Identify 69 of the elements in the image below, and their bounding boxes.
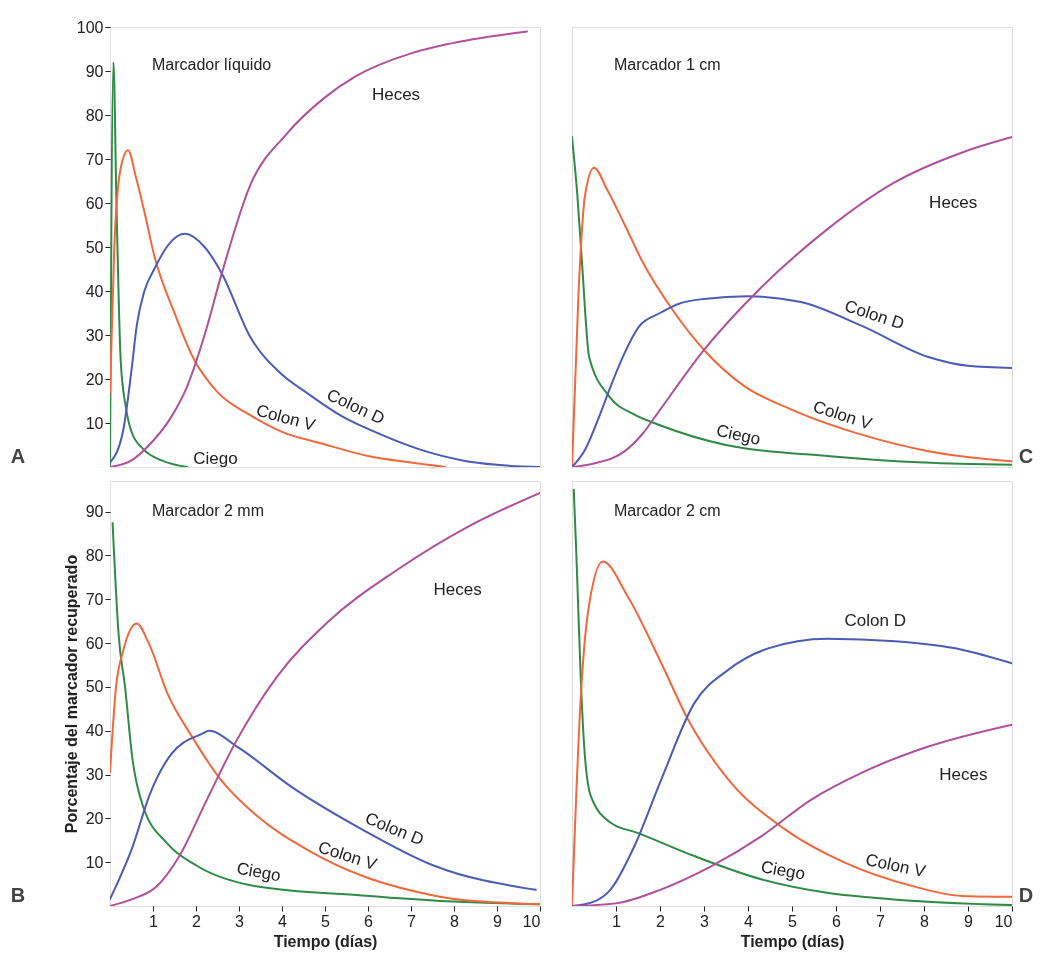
x-tick-label: 2 xyxy=(656,912,666,930)
y-tick-label: 90 xyxy=(85,503,104,521)
x-tick-label: 2 xyxy=(192,912,202,930)
x-tick-label: 7 xyxy=(876,912,886,930)
text: Colon V xyxy=(863,849,928,882)
text: Marcador 2 cm xyxy=(614,502,721,519)
x-axis-title: Tiempo (días) xyxy=(740,932,845,950)
series-label: Colon D xyxy=(844,610,906,630)
line-series xyxy=(110,232,540,467)
x-tick-label: 4 xyxy=(744,912,754,930)
y-tick-label: 30 xyxy=(85,326,104,344)
text: Colon D xyxy=(842,296,907,334)
text: Ciego xyxy=(714,420,763,449)
y-tick-label: 20 xyxy=(85,370,104,388)
y-tick-label: 100 xyxy=(76,18,104,36)
y-tick-label: 50 xyxy=(85,678,104,696)
text: Marcador líquido xyxy=(152,56,272,73)
y-tick-label: 10 xyxy=(85,414,104,432)
y-tick-label: 70 xyxy=(85,150,104,168)
y-tick-label: 40 xyxy=(85,722,104,740)
y-tick-label: 50 xyxy=(85,238,104,256)
x-tick-label: 8 xyxy=(450,912,460,930)
y-tick-label: 80 xyxy=(85,106,104,124)
y-tick-label: 70 xyxy=(85,590,104,608)
line-series xyxy=(110,622,540,906)
series-label: Heces xyxy=(371,85,421,105)
series-label: Heces xyxy=(433,579,482,599)
x-tick-label: 3 xyxy=(235,912,245,930)
series-label: Heces xyxy=(929,193,978,213)
text: Marcador 2 mm xyxy=(152,502,265,519)
y-tick-label: 60 xyxy=(85,634,104,652)
x-tick-label: 3 xyxy=(700,912,710,930)
y-tick-label: 40 xyxy=(85,282,104,300)
x-tick-label: 1 xyxy=(149,912,159,930)
x-tick-label: 6 xyxy=(364,912,374,930)
x-tick-label: 5 xyxy=(321,912,331,930)
text: Colon V xyxy=(810,396,875,434)
y-tick-label: 20 xyxy=(85,809,104,827)
x-tick-label: 9 xyxy=(964,912,974,930)
y-tick-label: 60 xyxy=(85,194,104,212)
x-tick-label: 8 xyxy=(920,912,930,930)
y-tick-label: 90 xyxy=(85,62,104,80)
line-series xyxy=(110,30,529,467)
text: Colon V xyxy=(254,400,319,435)
text: D xyxy=(1018,884,1034,906)
x-tick-label: 10 xyxy=(522,912,541,930)
line-series xyxy=(110,149,447,467)
series-label: Heces xyxy=(939,764,988,784)
text: A xyxy=(10,445,26,467)
x-tick-label: 7 xyxy=(407,912,417,930)
y-tick-label: 30 xyxy=(85,766,104,784)
series-label: Ciego xyxy=(193,449,238,468)
x-tick-label: 9 xyxy=(493,912,503,930)
x-tick-label: 6 xyxy=(832,912,842,930)
text: Marcador 1 cm xyxy=(614,56,721,73)
text: Colon D xyxy=(323,385,388,429)
x-axis-title: Tiempo (días) xyxy=(273,932,378,950)
x-tick-label: 1 xyxy=(612,912,622,930)
line-series xyxy=(110,729,537,900)
y-axis-title: Porcentaje del marcador recuperado xyxy=(62,554,80,834)
x-tick-label: 4 xyxy=(278,912,288,930)
x-tick-label: 5 xyxy=(788,912,798,930)
text: B xyxy=(10,884,26,906)
text: Ciego xyxy=(759,857,807,884)
text: Ciego xyxy=(235,858,283,886)
x-tick-label: 10 xyxy=(994,912,1013,930)
text: C xyxy=(1018,445,1034,467)
y-tick-label: 10 xyxy=(85,853,104,871)
y-tick-label: 80 xyxy=(85,546,104,564)
